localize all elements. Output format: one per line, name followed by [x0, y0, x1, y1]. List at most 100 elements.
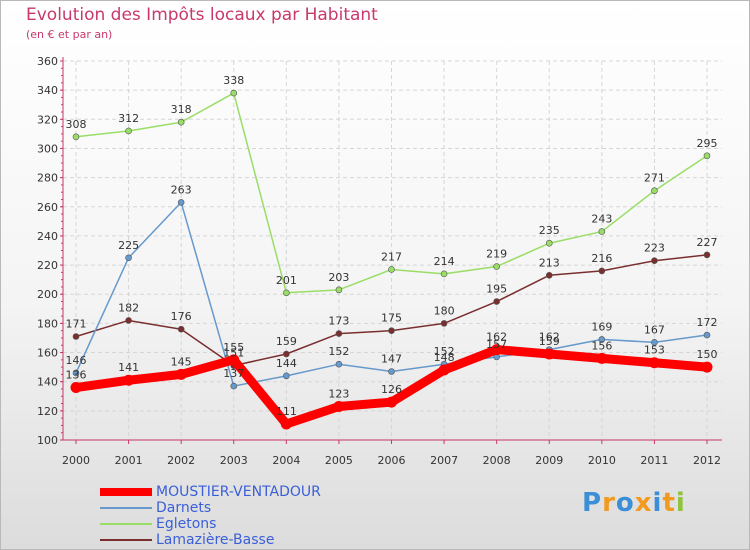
logo-letter: r: [602, 488, 616, 518]
grid-layer: [63, 60, 722, 441]
data-point-lamaziere: [493, 298, 500, 305]
y-tick-label: 140: [37, 376, 58, 389]
data-point-darnets: [388, 368, 395, 375]
data-label-moustier: 111: [276, 405, 297, 418]
data-point-egletons: [651, 187, 658, 195]
x-tick-label: 2008: [483, 454, 511, 467]
data-label-lamaziere: 151: [223, 347, 244, 360]
data-label-darnets: 144: [276, 357, 297, 370]
logo-letter: i: [652, 488, 663, 518]
x-tick-label: 2002: [167, 454, 195, 467]
data-point-darnets: [177, 199, 185, 206]
legend-swatch-darnets: [100, 507, 152, 509]
data-label-egletons: 235: [539, 224, 560, 237]
x-tick-label: 2001: [115, 454, 143, 467]
data-label-darnets: 225: [118, 239, 139, 252]
data-point-moustier: [175, 368, 187, 380]
y-tick-label: 180: [37, 317, 58, 330]
data-label-darnets: 157: [486, 338, 507, 351]
data-point-darnets: [651, 339, 658, 346]
legend-swatch-moustier: [100, 488, 152, 496]
data-point-lamaziere: [440, 320, 448, 327]
data-label-moustier: 136: [66, 369, 87, 382]
x-tick-label: 2007: [430, 454, 458, 467]
data-label-egletons: 219: [486, 248, 507, 261]
data-label-egletons: 295: [697, 137, 718, 150]
data-label-egletons: 312: [118, 112, 139, 125]
data-point-darnets: [335, 360, 343, 368]
x-tick-label: 2012: [693, 454, 721, 467]
logo-letter: o: [615, 488, 635, 518]
data-point-darnets: [72, 369, 80, 377]
data-point-moustier: [648, 357, 660, 369]
legend-item-egletons: Egletons: [100, 516, 400, 532]
data-label-darnets: 172: [697, 316, 718, 329]
y-tick-label: 340: [37, 84, 58, 97]
data-label-lamaziere: 216: [591, 252, 612, 265]
logo-letter: P: [582, 488, 603, 518]
data-label-darnets: 167: [644, 323, 665, 336]
data-point-egletons: [493, 263, 500, 270]
legend: MOUSTIER-VENTADOUR Darnets Egletons Lama…: [100, 484, 400, 548]
data-point-egletons: [545, 239, 553, 247]
data-label-darnets: 147: [381, 352, 402, 365]
data-point-lamaziere: [283, 350, 290, 358]
data-point-darnets: [283, 372, 290, 380]
axis-layer: 100 120 140 160 180 200 220 240 260 280 300 320 340 3…: [37, 55, 722, 467]
data-label-egletons: 318: [171, 103, 192, 116]
data-point-lamaziere: [651, 257, 658, 265]
data-point-lamaziere: [177, 325, 185, 333]
y-tick-label: 260: [37, 201, 58, 214]
x-tick-label: 2011: [640, 454, 668, 467]
legend-swatch-lamaziere: [100, 539, 152, 541]
data-label-moustier: 159: [539, 335, 560, 348]
data-point-egletons: [598, 228, 606, 235]
data-point-moustier: [228, 354, 240, 366]
y-tick-label: 280: [37, 172, 58, 185]
data-point-lamaziere: [72, 333, 80, 340]
data-label-egletons: 203: [328, 271, 349, 284]
data-point-egletons: [335, 286, 343, 294]
data-point-moustier: [333, 400, 345, 412]
data-label-moustier: 148: [434, 351, 455, 364]
data-label-lamaziere: 227: [697, 236, 718, 249]
y-tick-label: 160: [37, 347, 58, 360]
data-label-lamaziere: 223: [644, 242, 665, 255]
legend-item-lamaziere: Lamazière-Basse: [100, 532, 400, 548]
y-tick-label: 100: [37, 434, 58, 447]
legend-label-moustier: MOUSTIER-VENTADOUR: [156, 484, 321, 500]
data-label-darnets: 152: [328, 345, 349, 358]
data-label-layer: 308 312 318 338 201 203 217 214 219 235 243 271 295 1…: [66, 74, 718, 418]
data-label-moustier: 150: [697, 348, 718, 361]
data-point-egletons: [125, 127, 132, 135]
data-point-lamaziere: [703, 251, 711, 259]
data-label-moustier: 156: [591, 339, 612, 352]
data-label-moustier: 155: [223, 341, 244, 354]
data-point-moustier: [280, 418, 292, 430]
y-tick-label: 220: [37, 259, 58, 272]
data-label-darnets: 169: [591, 320, 612, 333]
data-point-egletons: [440, 270, 448, 278]
x-tick-label: 2003: [220, 454, 248, 467]
data-point-egletons: [703, 152, 711, 160]
data-label-moustier: 145: [171, 355, 192, 368]
data-label-moustier: 126: [381, 383, 402, 396]
data-label-lamaziere: 195: [486, 283, 507, 296]
data-point-lamaziere: [545, 271, 553, 279]
data-label-lamaziere: 173: [328, 315, 349, 328]
data-label-lamaziere: 180: [434, 304, 455, 317]
data-label-lamaziere: 176: [171, 310, 192, 323]
y-tick-label: 300: [37, 142, 58, 155]
x-tick-label: 2004: [272, 454, 300, 467]
x-tick-label: 2000: [62, 454, 90, 467]
data-point-egletons: [388, 266, 395, 273]
data-label-egletons: 308: [66, 118, 87, 131]
data-point-egletons: [283, 289, 290, 297]
data-point-egletons: [72, 133, 80, 141]
data-point-moustier: [491, 344, 503, 356]
data-point-moustier: [543, 348, 555, 360]
data-label-lamaziere: 175: [381, 312, 402, 325]
data-point-lamaziere: [335, 330, 343, 337]
data-point-moustier: [596, 352, 608, 364]
